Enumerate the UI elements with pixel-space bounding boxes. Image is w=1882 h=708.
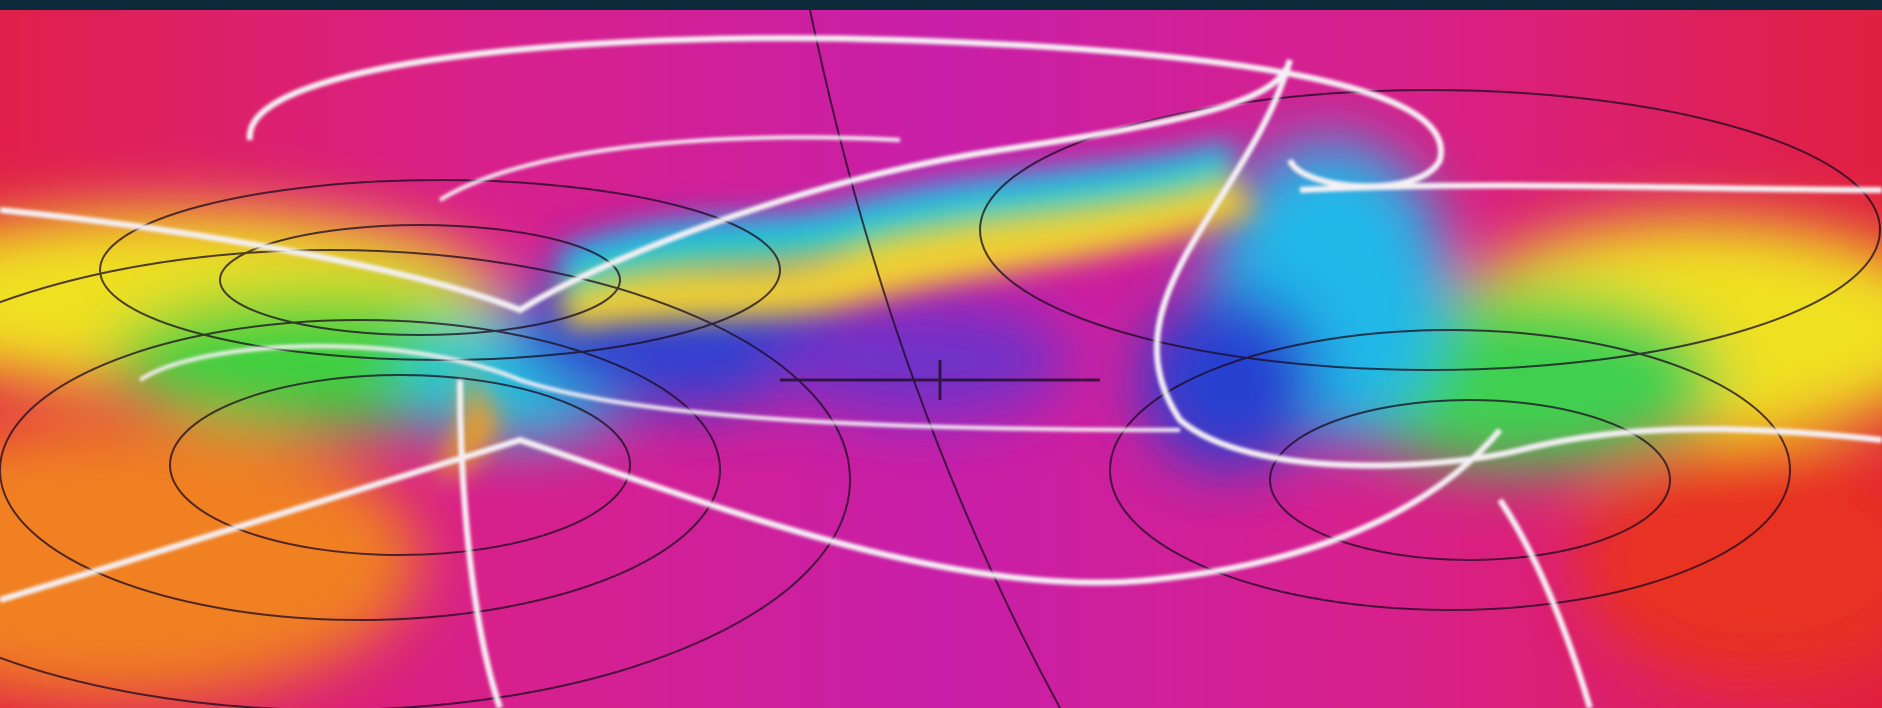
white-contours <box>0 35 1882 708</box>
black-axis <box>809 9 1061 708</box>
black-contour <box>1269 399 1671 561</box>
top-bar <box>0 0 1882 10</box>
white-contour <box>1299 182 1882 193</box>
white-contour <box>1497 498 1593 708</box>
white-contour <box>457 379 503 708</box>
band-cyan <box>560 140 1235 280</box>
band-green <box>560 160 1240 300</box>
black-contour <box>99 179 781 361</box>
white-contour <box>1154 59 1882 469</box>
black-contour <box>979 89 1881 371</box>
saddle <box>780 360 1100 400</box>
white-contour <box>0 59 1293 314</box>
black-contour <box>219 224 621 336</box>
black-contour <box>1109 329 1791 611</box>
white-contour <box>138 344 1181 432</box>
black-contour <box>169 374 631 556</box>
right-red <box>1580 440 1882 680</box>
center-violet <box>770 300 1070 420</box>
black-contours <box>0 9 1881 708</box>
band-yellow <box>560 180 1260 330</box>
white-contour <box>438 135 901 202</box>
white-contour <box>246 35 1445 190</box>
left-orange <box>0 420 420 700</box>
black-contour <box>0 319 721 621</box>
white-contour <box>0 428 1503 603</box>
black-contour <box>0 249 851 708</box>
